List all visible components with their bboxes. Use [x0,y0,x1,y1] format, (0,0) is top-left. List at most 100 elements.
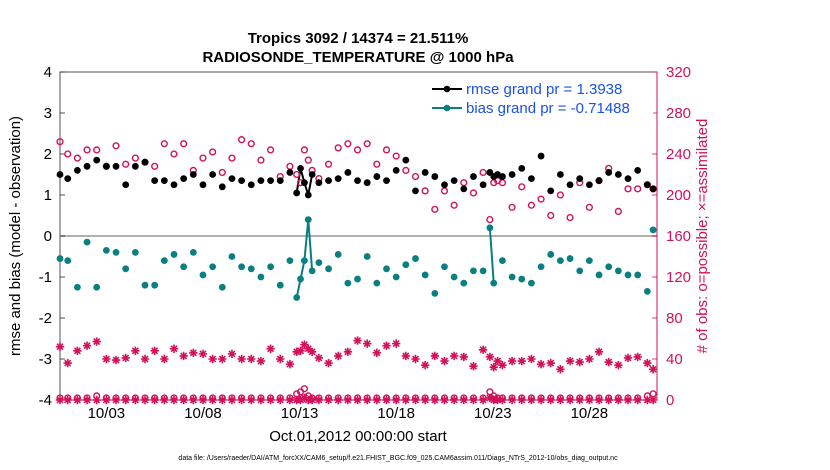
bias-point [479,267,487,275]
rmse-point [585,181,593,189]
x-tick-label: 10/08 [184,405,222,422]
rmse-point [247,181,255,189]
obs-possible-point [64,150,72,158]
obs-assimilated-point [73,395,82,405]
obs-assimilated-point [179,351,188,361]
obs-possible-point [73,154,81,162]
obs-possible-point [353,146,362,154]
legend-marker-rmse [443,85,451,93]
obs-assimilated-point [420,360,430,370]
obs-possible-point [479,168,487,177]
bias-point [151,281,159,289]
bias-point [141,281,149,289]
rmse-point [267,177,274,185]
footer-data-file: data file: /Users/raeder/DAI/ATM_forcXX/… [178,455,618,462]
bias-point [556,257,564,264]
obs-possible-point [363,140,371,148]
bias-point [431,290,439,297]
bias-point [486,224,494,232]
right-tick-label: 120 [666,269,691,286]
bias-point [286,257,294,264]
obs-assimilated-point [111,355,121,365]
obs-assimilated-point [527,395,536,405]
chart-title: Tropics 3092 / 14374 = 21.511% [248,30,469,47]
plot-area: -4 -3 -2 -1 0 1 2 3 4 0 40 80 120 160 200 240 280 320 10… [39,64,691,422]
rmse-point [238,177,246,185]
rmse-point [308,171,316,178]
rmse-point [634,167,642,174]
rmse-point [257,177,265,185]
obs-assimilated-point [517,356,526,366]
obs-possible-point [324,160,333,168]
rmse-point [93,156,101,164]
obs-assimilated-point [247,354,256,364]
obs-possible-point [293,170,301,179]
rmse-point [479,181,487,189]
obs-assimilated-point [546,395,555,405]
obs-possible-point [527,201,536,209]
obs-assimilated-point [633,395,642,405]
rmse-point [605,169,613,176]
rmse-point [112,162,120,170]
obs-assimilated-point [411,395,420,405]
rmse-point [304,191,312,199]
right-tick-label: 160 [666,228,691,245]
rmse-point [576,175,584,183]
rmse-point [218,183,226,191]
bias-point [421,271,429,279]
bias-point [170,251,178,258]
rmse-point [537,152,545,160]
obs-assimilated-point [401,351,411,361]
obs-possible-point [266,146,275,154]
bias-point [301,257,308,264]
bias-point [605,263,613,271]
rmse-point [122,181,130,189]
right-tick-label: 240 [666,146,691,163]
obs-assimilated-point [82,341,92,350]
rmse-point [431,173,439,180]
left-tick-label: -3 [39,351,52,368]
x-tick-label: 10/18 [377,405,415,422]
rmse-point [556,171,564,178]
bias-point [460,279,468,287]
obs-assimilated-point [648,395,658,405]
obs-assimilated-point [343,347,353,357]
obs-assimilated-point [575,357,584,367]
obs-assimilated-point [324,395,333,405]
bias-point [363,253,371,260]
obs-assimilated-point [459,352,468,362]
obs-assimilated-point [160,395,169,405]
obs-assimilated-point [643,358,652,368]
obs-assimilated-point [623,395,633,405]
rmse-point [508,171,516,178]
obs-assimilated-point [604,395,613,405]
obs-assimilated-point [256,395,266,405]
rmse-point [170,181,178,189]
left-tick-label: 4 [44,64,52,81]
bias-point [83,238,91,246]
obs-assimilated-point [179,395,188,405]
bias-point [218,283,226,291]
obs-assimilated-point [300,340,309,349]
obs-possible-point [508,203,516,211]
legend-box [429,79,653,119]
x-tick-label: 10/28 [571,405,609,422]
obs-possible-point [411,172,420,181]
obs-assimilated-point [266,344,275,353]
obs-possible-point [556,191,564,199]
bias-point [614,267,622,275]
obs-possible-point [402,166,410,175]
bias-point [247,265,255,273]
rmse-point [83,162,91,170]
bias-point [528,279,535,287]
rmse-point [354,177,361,185]
obs-possible-point [112,142,120,150]
bias-point [649,226,657,234]
rmse-point [649,185,657,193]
bias-point [297,275,304,283]
obs-assimilated-point [169,344,179,353]
obs-assimilated-point [334,351,343,361]
obs-possible-point [300,146,309,154]
obs-assimilated-point [485,393,495,403]
rmse-point [189,171,197,178]
